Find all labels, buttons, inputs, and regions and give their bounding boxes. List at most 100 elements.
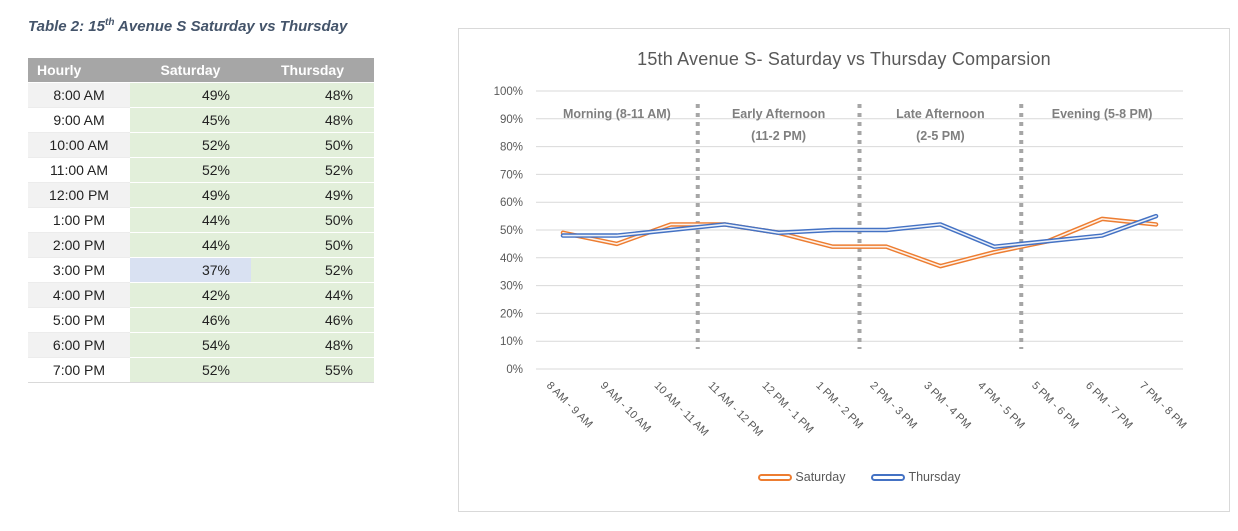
legend-label: Saturday <box>795 470 846 484</box>
table-row: 2:00 PM 44% 50% <box>28 232 374 258</box>
saturday-value-cell: 44% <box>130 232 251 258</box>
thursday-value-cell: 50% <box>251 207 374 233</box>
table-row: 1:00 PM 44% 50% <box>28 207 374 233</box>
period-annotation: Early Afternoon <box>732 107 825 121</box>
saturday-value-cell: 45% <box>130 107 251 133</box>
hour-cell: 12:00 PM <box>28 182 130 208</box>
period-annotation: Morning (8-11 AM) <box>563 107 671 121</box>
saturday-value-cell: 37% <box>130 257 251 283</box>
saturday-value-cell: 54% <box>130 332 251 358</box>
thursday-value-cell: 52% <box>251 157 374 183</box>
chart-plot-area: 0% 10% 20% 30% 40% 50% 60% 70% 80% 90% 100% Morning… <box>494 86 1189 439</box>
table-caption-prefix: Table 2: 15 <box>28 18 105 35</box>
table-caption: Table 2: 15th Avenue S Saturday vs Thurs… <box>28 16 358 37</box>
saturday-value-cell: 52% <box>130 132 251 158</box>
saturday-value-cell: 49% <box>130 82 251 108</box>
hour-cell: 1:00 PM <box>28 207 130 233</box>
legend-item-thursday: Thursday <box>871 470 961 484</box>
table-row: 11:00 AM 52% 52% <box>28 157 374 183</box>
period-annotation: Late Afternoon <box>896 107 984 121</box>
column-header-saturday: Saturday <box>130 58 251 83</box>
hour-cell: 5:00 PM <box>28 307 130 333</box>
thursday-value-cell: 44% <box>251 282 374 308</box>
saturday-value-cell: 49% <box>130 182 251 208</box>
hour-cell: 3:00 PM <box>28 257 130 283</box>
thursday-value-cell: 55% <box>251 357 374 383</box>
hourly-table-body: 8:00 AM 49% 48% 9:00 AM 45% 48% 10:00 AM 52% 50%… <box>28 82 374 383</box>
table-row: 5:00 PM 46% 46% <box>28 307 374 333</box>
table-header-row: Hourly Saturday Thursday <box>28 58 374 83</box>
saturday-value-cell: 52% <box>130 357 251 383</box>
saturday-value-cell: 42% <box>130 282 251 308</box>
column-header-hourly: Hourly <box>28 58 130 83</box>
hourly-table-panel: Table 2: 15th Avenue S Saturday vs Thurs… <box>28 16 374 383</box>
comparison-chart: 15th Avenue S- Saturday vs Thursday Comp… <box>458 28 1230 512</box>
y-axis-tick-label: 80% <box>500 142 523 154</box>
y-axis-tick-label: 90% <box>500 114 523 126</box>
table-row: 10:00 AM 52% 50% <box>28 132 374 158</box>
y-axis-tick-label: 50% <box>500 225 523 237</box>
table-row: 4:00 PM 42% 44% <box>28 282 374 308</box>
hour-cell: 10:00 AM <box>28 132 130 158</box>
column-header-thursday: Thursday <box>251 58 374 83</box>
legend-item-saturday: Saturday <box>758 470 845 484</box>
y-axis-tick-label: 0% <box>506 364 523 376</box>
hourly-comparison-table: Hourly Saturday Thursday 8:00 AM 49% 48% 9:… <box>28 58 374 383</box>
x-axis-tick-label: 9 AM - 10 AM <box>598 380 653 435</box>
y-axis-tick-label: 100% <box>494 86 523 98</box>
thursday-value-cell: 52% <box>251 257 374 283</box>
x-axis-tick-label: 6 PM - 7 PM <box>1083 380 1135 432</box>
thursday-value-cell: 46% <box>251 307 374 333</box>
table-row: 6:00 PM 54% 48% <box>28 332 374 358</box>
legend-label: Thursday <box>908 470 961 484</box>
chart-title: 15th Avenue S- Saturday vs Thursday Comp… <box>637 49 1051 69</box>
thursday-value-cell: 50% <box>251 132 374 158</box>
x-axis-tick-label: 8 AM - 9 AM <box>544 380 595 431</box>
x-axis-tick-label: 4 PM - 5 PM <box>975 380 1027 432</box>
hour-cell: 6:00 PM <box>28 332 130 358</box>
hour-cell: 9:00 AM <box>28 107 130 133</box>
y-axis-tick-label: 60% <box>500 197 523 209</box>
y-axis-tick-label: 20% <box>500 308 523 320</box>
period-annotation-subline: (11-2 PM) <box>751 129 806 143</box>
table-row: 8:00 AM 49% 48% <box>28 82 374 108</box>
thursday-value-cell: 48% <box>251 107 374 133</box>
saturday-value-cell: 52% <box>130 157 251 183</box>
hour-cell: 8:00 AM <box>28 82 130 108</box>
x-axis-tick-label: 11 AM - 12 PM <box>706 380 765 439</box>
saturday-value-cell: 44% <box>130 207 251 233</box>
hour-cell: 4:00 PM <box>28 282 130 308</box>
hour-cell: 11:00 AM <box>28 157 130 183</box>
thursday-value-cell: 50% <box>251 232 374 258</box>
series-line-core-thursday <box>562 215 1157 248</box>
x-axis-tick-label: 5 PM - 6 PM <box>1029 380 1081 432</box>
saturday-value-cell: 46% <box>130 307 251 333</box>
table-row: 3:00 PM 37% 52% <box>28 257 374 283</box>
y-axis-tick-label: 10% <box>500 336 523 348</box>
thursday-value-cell: 48% <box>251 82 374 108</box>
table-caption-superscript: th <box>104 17 115 28</box>
table-row: 7:00 PM 52% 55% <box>28 357 374 383</box>
thursday-value-cell: 49% <box>251 182 374 208</box>
hour-cell: 7:00 PM <box>28 357 130 383</box>
x-axis-tick-label: 2 PM - 3 PM <box>867 380 919 432</box>
x-axis-tick-label: 1 PM - 2 PM <box>813 380 865 432</box>
x-axis-tick-label: 7 PM - 8 PM <box>1137 380 1189 432</box>
legend-line-swatch <box>871 473 906 481</box>
y-axis-tick-label: 70% <box>500 169 523 181</box>
thursday-value-cell: 48% <box>251 332 374 358</box>
y-axis-tick-label: 30% <box>500 281 523 293</box>
table-row: 9:00 AM 45% 48% <box>28 107 374 133</box>
x-axis-tick-label: 3 PM - 4 PM <box>921 380 973 432</box>
chart-legend: Saturday Thursday <box>536 470 1183 484</box>
period-annotation: Evening (5-8 PM) <box>1052 107 1153 121</box>
legend-line-swatch <box>758 473 793 481</box>
hour-cell: 2:00 PM <box>28 232 130 258</box>
x-axis-tick-label: 10 AM - 11 AM <box>652 380 711 439</box>
table-row: 12:00 PM 49% 49% <box>28 182 374 208</box>
table-caption-suffix: Avenue S Saturday vs Thursday <box>114 18 348 35</box>
x-axis-tick-label: 12 PM - 1 PM <box>760 380 816 436</box>
y-axis-tick-label: 40% <box>500 253 523 265</box>
series-line-core-saturday <box>562 218 1157 267</box>
period-annotation-subline: (2-5 PM) <box>916 129 965 143</box>
